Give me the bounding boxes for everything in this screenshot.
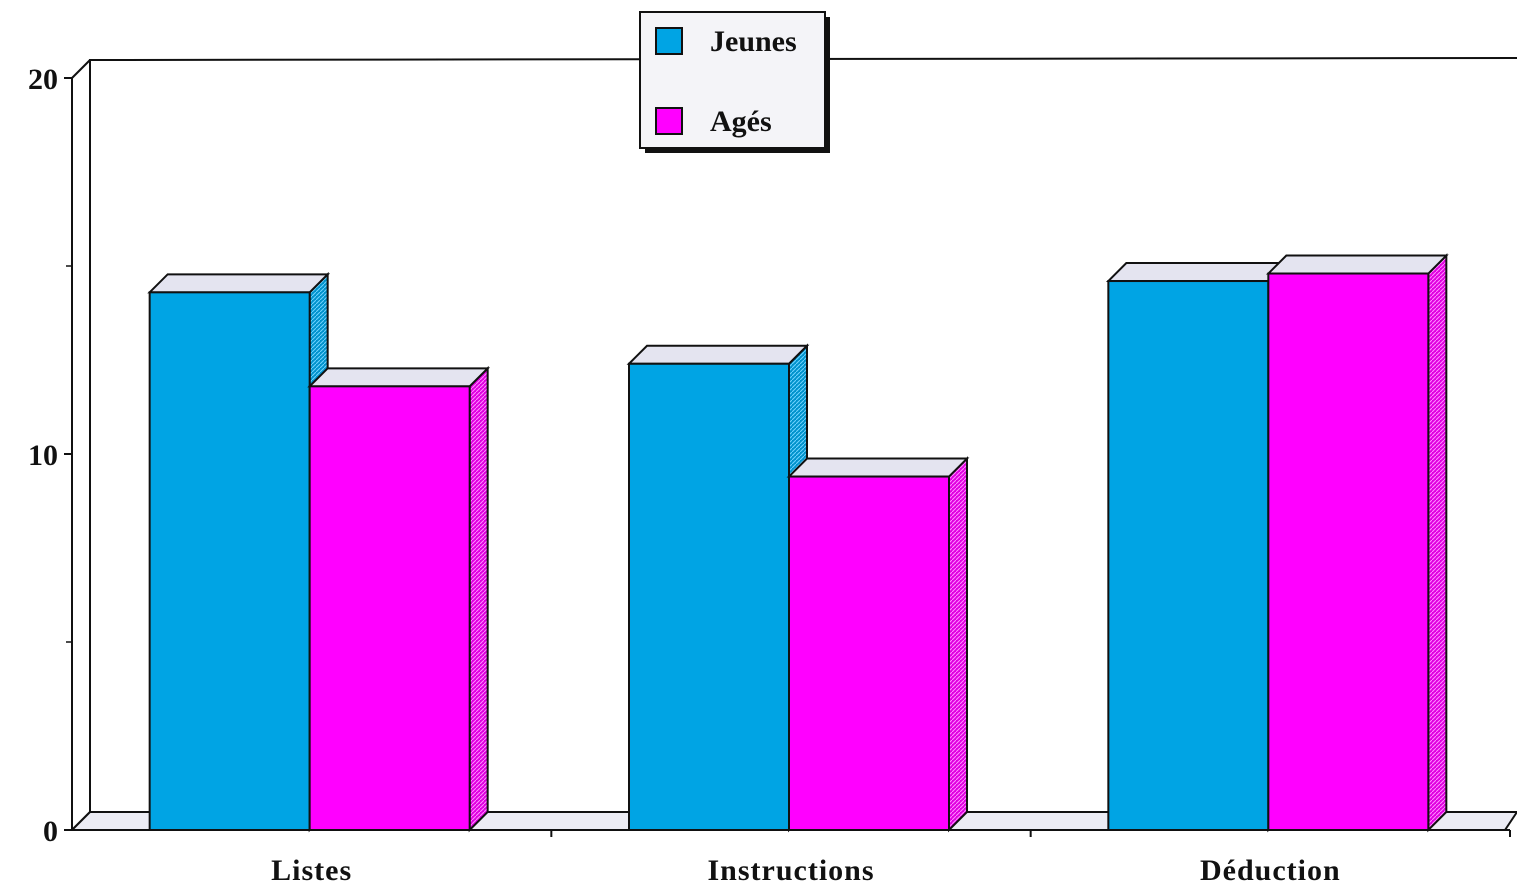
- y-tick-label-10: 10: [28, 439, 58, 472]
- bar-ags-listes: [308, 385, 471, 831]
- y-tick-label-20: 20: [28, 63, 58, 96]
- bar-side-ags-instructions: [948, 456, 968, 833]
- x-tick-label-listes: Listes: [271, 854, 352, 886]
- x-tick-label-dduction: Déduction: [1200, 854, 1341, 886]
- legend-swatch-jeunes: [655, 27, 683, 55]
- bar-top-jeunes-listes: [147, 273, 331, 294]
- bar-top-ags-listes: [307, 367, 491, 388]
- y-tick-label-0: 0: [43, 815, 58, 848]
- bar-top-jeunes-dduction: [1105, 262, 1289, 283]
- back-wall-top-edge: [71, 59, 91, 79]
- legend-label-jeunes: Jeunes: [710, 25, 797, 58]
- bar-top-ags-dduction: [1265, 254, 1449, 275]
- bar-top-ags-instructions: [786, 457, 970, 478]
- bar-top-jeunes-instructions: [626, 344, 810, 365]
- bar-jeunes-dduction: [1107, 280, 1270, 832]
- bar-jeunes-listes: [148, 291, 311, 831]
- bar-side-ags-listes: [468, 365, 489, 833]
- legend-swatch-ags: [655, 107, 683, 135]
- x-tick-label-instructions: Instructions: [707, 854, 874, 886]
- bar-side-ags-dduction: [1427, 253, 1448, 833]
- bar-ags-instructions: [788, 475, 950, 831]
- bar-jeunes-instructions: [628, 362, 790, 831]
- bar-ags-dduction: [1267, 272, 1430, 831]
- legend-label-ags: Agés: [710, 105, 772, 138]
